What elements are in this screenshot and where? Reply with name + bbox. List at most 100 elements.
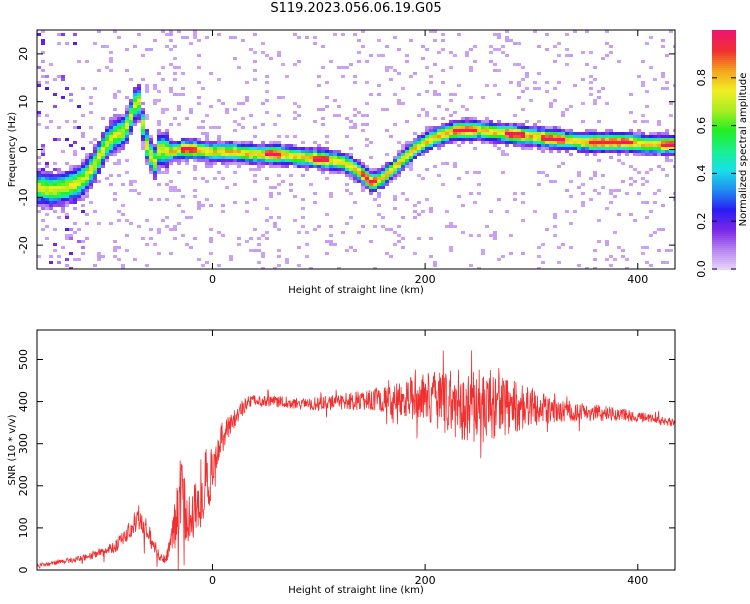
colorbar-swatch	[712, 42, 736, 45]
heatmap-cell	[581, 147, 585, 150]
heatmap-cell	[197, 126, 201, 129]
heatmap-cell	[157, 168, 161, 171]
heatmap-cell	[193, 165, 197, 168]
heatmap-cell	[113, 135, 117, 138]
heatmap-cell	[349, 171, 353, 174]
heatmap-cell	[389, 228, 393, 231]
heatmap-cell	[449, 123, 453, 126]
heatmap-cell	[497, 147, 501, 150]
heatmap-cell	[81, 168, 85, 171]
heatmap-cell	[53, 180, 57, 183]
heatmap-cell	[189, 144, 193, 147]
heatmap-cell	[101, 153, 105, 156]
colorbar-swatch	[712, 64, 736, 67]
heatmap-cell	[221, 153, 225, 156]
heatmap-cell	[125, 111, 129, 114]
heatmap-cell	[133, 114, 137, 117]
heatmap-cell	[593, 249, 597, 252]
heatmap-cell	[41, 153, 45, 156]
heatmap-cell	[69, 192, 73, 195]
heatmap-cell	[389, 168, 393, 171]
heatmap-cell	[49, 189, 53, 192]
heatmap-cell	[649, 135, 653, 138]
heatmap-cell	[373, 171, 377, 174]
heatmap-cell	[309, 183, 313, 186]
heatmap-cell	[297, 36, 301, 39]
heatmap-cell	[521, 129, 525, 132]
heatmap-cell	[113, 153, 117, 156]
heatmap-cell	[89, 168, 93, 171]
colorbar-swatch	[712, 208, 736, 211]
heatmap-cell	[109, 183, 113, 186]
heatmap-cell	[129, 78, 133, 81]
heatmap-cell	[237, 66, 241, 69]
heatmap-cell	[341, 162, 345, 165]
heatmap-cell	[605, 30, 609, 33]
heatmap-cell	[337, 162, 341, 165]
heatmap-cell	[385, 174, 389, 177]
heatmap-cell	[73, 201, 77, 204]
heatmap-cell	[281, 147, 285, 150]
heatmap-cell	[333, 33, 337, 36]
heatmap-cell	[153, 159, 157, 162]
heatmap-cell	[405, 165, 409, 168]
colorbar-swatch	[712, 136, 736, 139]
heatmap-cell	[545, 48, 549, 51]
heatmap-cell	[53, 201, 57, 204]
heatmap-cell	[205, 198, 209, 201]
heatmap-cell	[489, 132, 493, 135]
heatmap-cell	[69, 183, 73, 186]
heatmap-cell	[353, 249, 357, 252]
heatmap-cell	[321, 147, 325, 150]
heatmap-cell	[65, 192, 69, 195]
colorbar-swatch	[712, 150, 736, 153]
heatmap-cell	[41, 150, 45, 153]
heatmap-cell	[105, 66, 109, 69]
heatmap-cell	[237, 102, 241, 105]
heatmap-cell	[317, 150, 321, 153]
heatmap-cell	[301, 162, 305, 165]
colorbar-swatch	[712, 228, 736, 231]
heatmap-cell	[129, 189, 133, 192]
heatmap-cell	[513, 144, 517, 147]
heatmap-cell	[189, 42, 193, 45]
heatmap-cell	[89, 126, 93, 129]
heatmap-cell	[37, 156, 41, 159]
heatmap-cell	[305, 162, 309, 165]
heatmap-cell	[157, 183, 161, 186]
colorbar-swatch	[712, 126, 736, 129]
heatmap-cell	[589, 177, 593, 180]
heatmap-cell	[445, 225, 449, 228]
heatmap-cell	[457, 129, 461, 132]
heatmap-cell	[425, 132, 429, 135]
heatmap-cell	[509, 135, 513, 138]
heatmap-cell	[197, 159, 201, 162]
heatmap-cell	[669, 159, 673, 162]
heatmap-cell	[273, 123, 277, 126]
heatmap-cell	[505, 54, 509, 57]
heatmap-cell	[85, 162, 89, 165]
heatmap-cell	[449, 141, 453, 144]
heatmap-cell	[453, 111, 457, 114]
heatmap-cell	[585, 267, 589, 269]
heatmap-cell	[81, 177, 85, 180]
heatmap-cell	[481, 252, 485, 255]
heatmap-cell	[89, 159, 93, 162]
colorbar-swatch	[712, 166, 736, 169]
heatmap-cell	[357, 168, 361, 171]
heatmap-cell	[589, 147, 593, 150]
heatmap-cell	[53, 93, 57, 96]
heatmap-cell	[641, 84, 645, 87]
heatmap-cell	[253, 135, 257, 138]
heatmap-cell	[201, 141, 205, 144]
heatmap-cell	[309, 159, 313, 162]
heatmap-cell	[285, 156, 289, 159]
heatmap-cell	[81, 174, 85, 177]
heatmap-cell	[205, 132, 209, 135]
heatmap-cell	[613, 144, 617, 147]
heatmap-cell	[161, 159, 165, 162]
colorbar-swatch	[712, 240, 736, 243]
heatmap-cell	[113, 132, 117, 135]
heatmap-cell	[117, 141, 121, 144]
heatmap-cell	[369, 186, 373, 189]
